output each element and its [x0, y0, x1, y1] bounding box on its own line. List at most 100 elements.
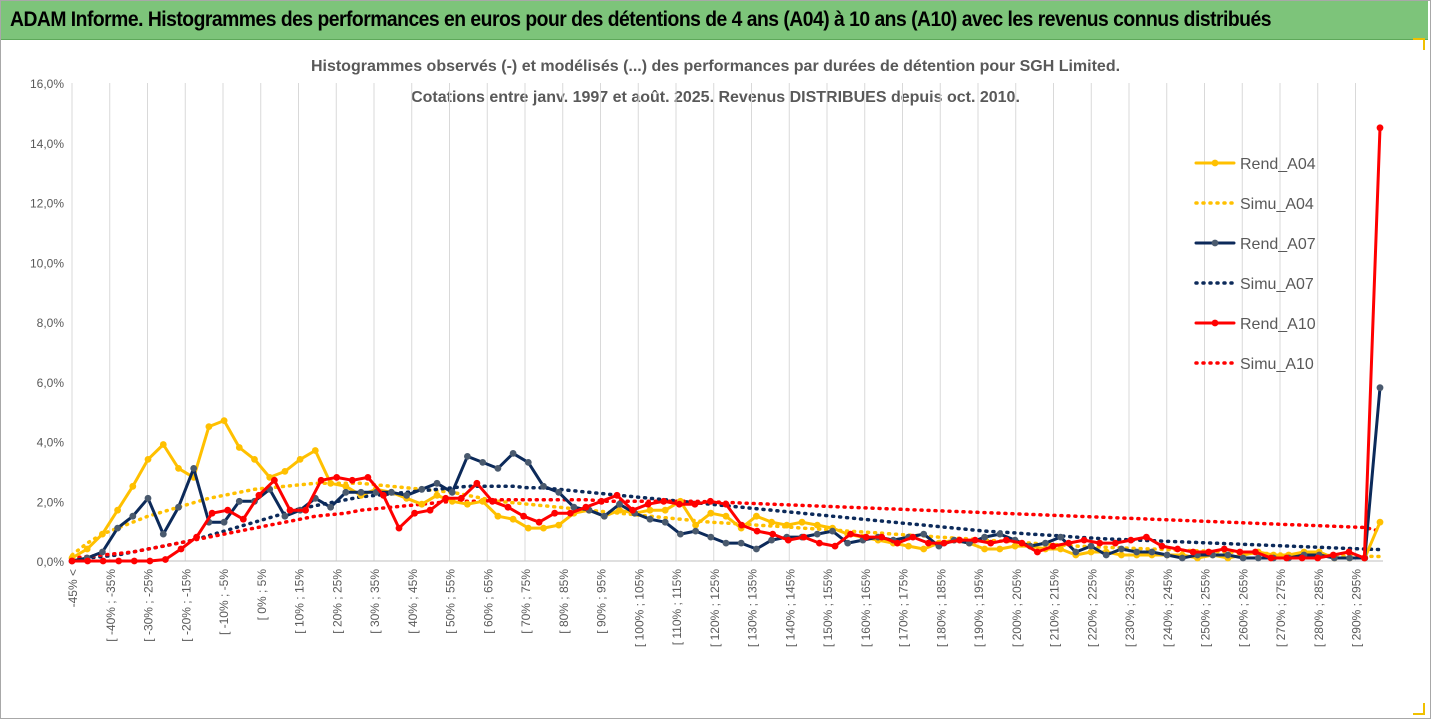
data-point-rend-a10: [255, 491, 263, 499]
data-point-rend-a07: [190, 465, 198, 472]
data-point-rend-a10: [457, 494, 465, 502]
data-point-rend-a10: [1361, 554, 1368, 562]
data-point-rend-a04: [753, 512, 760, 520]
data-point-rend-a10: [769, 530, 777, 538]
data-point-rend-a07: [1118, 545, 1125, 553]
data-point-rend-a10: [675, 500, 683, 508]
data-point-rend-a07: [1042, 539, 1049, 547]
x-tick-label: [ 90% ; 95%: [595, 569, 609, 634]
data-point-rend-a10: [302, 506, 309, 514]
frame-corner-top-right: [1413, 38, 1425, 50]
data-point-rend-a10: [925, 539, 932, 547]
data-point-rend-a10: [68, 557, 76, 565]
data-point-rend-a07: [707, 533, 715, 541]
x-tick-label: [ 260% ; 265%: [1236, 569, 1250, 647]
data-point-rend-a07: [570, 503, 578, 511]
x-tick-label: [ -20% ; -15%: [179, 569, 193, 642]
data-point-rend-a10: [364, 474, 372, 481]
y-tick-label: 2,0%: [37, 495, 65, 509]
data-point-rend-a04: [1011, 542, 1019, 550]
data-point-rend-a07: [1239, 554, 1247, 562]
data-point-rend-a10: [1143, 533, 1150, 541]
x-tick-label: [ 160% ; 165%: [859, 569, 873, 647]
data-point-rend-a07: [616, 500, 623, 508]
data-point-rend-a10: [177, 545, 185, 553]
data-point-rend-a07: [737, 539, 745, 547]
data-point-rend-a10: [1189, 548, 1197, 556]
data-point-rend-a04: [83, 545, 91, 553]
data-point-rend-a04: [296, 456, 304, 463]
data-point-rend-a10: [520, 512, 527, 520]
data-point-rend-a04: [813, 521, 821, 529]
data-point-rend-a07: [448, 488, 456, 496]
data-point-rend-a07: [1224, 551, 1232, 559]
x-tick-label: [ 250% ; 255%: [1199, 569, 1213, 647]
data-point-rend-a10: [1267, 554, 1275, 562]
data-point-rend-a07: [464, 453, 471, 460]
y-tick-label: 16,0%: [30, 77, 64, 91]
x-tick-label: [ 280% ; 285%: [1312, 569, 1326, 647]
y-tick-label: 12,0%: [30, 197, 64, 211]
x-tick-label: [ 60% ; 65%: [481, 569, 495, 634]
data-point-rend-a10: [1158, 542, 1166, 550]
data-point-rend-a10: [831, 542, 839, 550]
x-tick-label: [ 40% ; 45%: [406, 569, 420, 634]
data-point-rend-a10: [99, 557, 107, 565]
data-point-rend-a10: [1096, 539, 1104, 547]
data-point-rend-a10: [613, 491, 621, 499]
y-tick-label: 6,0%: [37, 376, 65, 390]
x-tick-label: [ 10% ; 15%: [293, 569, 307, 634]
data-point-rend-a07: [144, 494, 152, 502]
x-tick-label: [ 180% ; 185%: [934, 569, 948, 647]
data-point-rend-a07: [920, 530, 928, 538]
x-tick-label: [ 50% ; 55%: [444, 569, 458, 634]
data-point-rend-a07: [175, 503, 182, 511]
data-point-rend-a10: [1283, 554, 1290, 562]
data-point-rend-a04: [418, 500, 426, 508]
data-point-rend-a10: [193, 533, 201, 541]
data-point-rend-a10: [317, 476, 325, 484]
data-point-rend-a07: [418, 485, 426, 493]
data-point-rend-a07: [357, 488, 365, 496]
data-point-rend-a04: [281, 468, 289, 475]
legend-label: Rend_A04: [1240, 156, 1316, 173]
data-point-rend-a10: [1018, 539, 1026, 547]
data-point-rend-a07: [1163, 551, 1171, 559]
y-tick-label: 0,0%: [37, 555, 65, 569]
data-point-rend-a07: [327, 503, 334, 511]
data-point-rend-a04: [996, 545, 1004, 553]
data-point-rend-a10: [1065, 539, 1072, 547]
data-point-rend-a10: [1205, 548, 1213, 556]
data-point-rend-a10: [1252, 548, 1259, 556]
data-point-rend-a10: [660, 497, 668, 505]
data-point-rend-a04: [555, 521, 563, 529]
data-point-rend-a04: [509, 515, 517, 523]
data-point-rend-a10: [535, 518, 543, 526]
x-tick-label: [ 200% ; 205%: [1010, 569, 1024, 647]
data-point-rend-a04: [205, 423, 213, 430]
x-tick-label: [ 220% ; 225%: [1085, 569, 1099, 647]
data-point-rend-a07: [829, 527, 836, 535]
report-banner: ADAM Informe. Histogrammes des performan…: [1, 1, 1428, 40]
x-tick-label: [ 130% ; 135%: [746, 569, 760, 647]
legend-label: Rend_A10: [1240, 316, 1316, 333]
series-line-simu-a07: [70, 484, 1382, 562]
data-point-rend-a10: [1329, 551, 1337, 559]
x-tick-label: [ 100% ; 105%: [632, 569, 646, 647]
legend-label: Simu_A10: [1240, 356, 1314, 373]
data-point-rend-a10: [878, 533, 886, 541]
data-point-rend-a04: [616, 506, 623, 514]
data-point-rend-a10: [130, 557, 138, 565]
data-point-rend-a07: [403, 491, 410, 499]
data-point-rend-a10: [489, 497, 496, 505]
data-point-rend-a10: [582, 503, 590, 511]
x-tick-label: [ 170% ; 175%: [897, 569, 911, 647]
x-tick-label: [ 120% ; 125%: [708, 569, 722, 647]
data-point-rend-a04: [905, 542, 912, 550]
data-point-rend-a04: [661, 506, 669, 514]
data-point-rend-a04: [920, 545, 928, 553]
data-point-rend-a04: [540, 524, 547, 532]
x-tick-label: [ 290% ; 295%: [1350, 569, 1364, 647]
legend-label: Rend_A07: [1240, 236, 1316, 253]
data-point-rend-a07: [1102, 551, 1110, 559]
